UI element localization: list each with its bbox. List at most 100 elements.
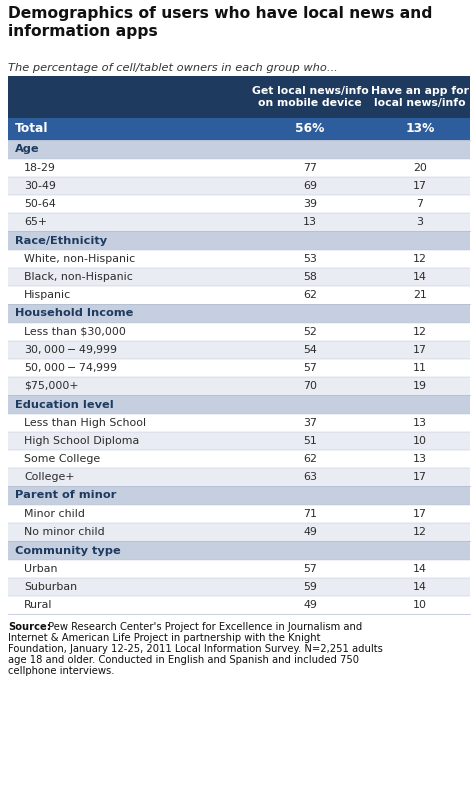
Bar <box>8 414 470 432</box>
Text: 11: 11 <box>413 363 427 373</box>
Text: 52: 52 <box>303 327 317 337</box>
Text: age 18 and older. Conducted in English and Spanish and included 750: age 18 and older. Conducted in English a… <box>8 655 359 665</box>
Bar <box>8 268 470 286</box>
Text: 49: 49 <box>303 527 317 537</box>
Text: 58: 58 <box>303 272 317 282</box>
Text: Urban: Urban <box>24 564 58 574</box>
Bar <box>8 395 470 414</box>
Text: Pew Research Center's Project for Excellence in Journalism and: Pew Research Center's Project for Excell… <box>45 622 362 632</box>
Text: Education level: Education level <box>15 400 114 409</box>
Text: 69: 69 <box>303 181 317 191</box>
Text: College+: College+ <box>24 472 75 482</box>
Text: Minor child: Minor child <box>24 509 85 519</box>
Text: $75,000+: $75,000+ <box>24 381 79 391</box>
Text: No minor child: No minor child <box>24 527 105 537</box>
Text: Black, non-Hispanic: Black, non-Hispanic <box>24 272 133 282</box>
Bar <box>8 505 470 523</box>
Bar <box>8 118 470 140</box>
Bar <box>8 159 470 177</box>
Bar <box>8 560 470 578</box>
Text: High School Diploma: High School Diploma <box>24 436 139 446</box>
Text: 13: 13 <box>413 418 427 428</box>
Text: 17: 17 <box>413 509 427 519</box>
Bar <box>8 341 470 359</box>
Text: Hispanic: Hispanic <box>24 290 71 300</box>
Text: 7: 7 <box>416 199 424 209</box>
Text: Get local news/info
on mobile device: Get local news/info on mobile device <box>252 86 368 108</box>
Text: 14: 14 <box>413 582 427 592</box>
Bar <box>8 213 470 231</box>
Bar <box>8 76 470 118</box>
Bar <box>8 250 470 268</box>
Text: 13%: 13% <box>405 122 435 135</box>
Text: 77: 77 <box>303 163 317 173</box>
Text: cellphone interviews.: cellphone interviews. <box>8 666 115 676</box>
Text: Less than High School: Less than High School <box>24 418 146 428</box>
Text: Household Income: Household Income <box>15 308 133 319</box>
Text: 62: 62 <box>303 454 317 464</box>
Text: 57: 57 <box>303 564 317 574</box>
Text: $30,000-$49,999: $30,000-$49,999 <box>24 343 118 356</box>
Bar <box>8 541 470 560</box>
Bar <box>8 177 470 195</box>
Text: 65+: 65+ <box>24 217 47 227</box>
Bar <box>8 486 470 505</box>
Text: Less than $30,000: Less than $30,000 <box>24 327 126 337</box>
Text: 20: 20 <box>413 163 427 173</box>
Text: Have an app for
local news/info: Have an app for local news/info <box>371 86 469 108</box>
Text: 14: 14 <box>413 564 427 574</box>
Text: The percentage of cell/tablet owners in each group who...: The percentage of cell/tablet owners in … <box>8 63 338 73</box>
Text: 13: 13 <box>413 454 427 464</box>
Text: 21: 21 <box>413 290 427 300</box>
Bar <box>8 359 470 377</box>
Text: Parent of minor: Parent of minor <box>15 491 116 501</box>
Bar <box>8 231 470 250</box>
Bar <box>8 596 470 614</box>
Text: Age: Age <box>15 145 40 154</box>
Text: Some College: Some College <box>24 454 100 464</box>
Text: 3: 3 <box>416 217 424 227</box>
Text: 70: 70 <box>303 381 317 391</box>
Text: 37: 37 <box>303 418 317 428</box>
Text: $50,000-$74,999: $50,000-$74,999 <box>24 362 118 374</box>
Text: 18-29: 18-29 <box>24 163 56 173</box>
Text: Community type: Community type <box>15 545 121 556</box>
Text: 49: 49 <box>303 600 317 610</box>
Text: Rural: Rural <box>24 600 52 610</box>
Text: 59: 59 <box>303 582 317 592</box>
Bar <box>8 468 470 486</box>
Bar <box>8 432 470 450</box>
Text: 63: 63 <box>303 472 317 482</box>
Text: 12: 12 <box>413 327 427 337</box>
Text: Foundation, January 12-25, 2011 Local Information Survey. N=2,251 adults: Foundation, January 12-25, 2011 Local In… <box>8 644 383 654</box>
Bar <box>8 195 470 213</box>
Text: Suburban: Suburban <box>24 582 77 592</box>
Bar <box>8 523 470 541</box>
Text: 17: 17 <box>413 345 427 355</box>
Bar <box>8 304 470 323</box>
Bar <box>8 286 470 304</box>
Text: 50-64: 50-64 <box>24 199 56 209</box>
Text: 71: 71 <box>303 509 317 519</box>
Bar <box>8 377 470 395</box>
Text: 13: 13 <box>303 217 317 227</box>
Text: Internet & American Life Project in partnership with the Knight: Internet & American Life Project in part… <box>8 633 320 643</box>
Text: 57: 57 <box>303 363 317 373</box>
Bar <box>8 323 470 341</box>
Text: 39: 39 <box>303 199 317 209</box>
Text: Demographics of users who have local news and
information apps: Demographics of users who have local new… <box>8 6 432 39</box>
Text: 54: 54 <box>303 345 317 355</box>
Text: White, non-Hispanic: White, non-Hispanic <box>24 254 135 264</box>
Text: 14: 14 <box>413 272 427 282</box>
Text: 17: 17 <box>413 472 427 482</box>
Text: 19: 19 <box>413 381 427 391</box>
Text: 53: 53 <box>303 254 317 264</box>
Bar <box>8 450 470 468</box>
Text: 30-49: 30-49 <box>24 181 56 191</box>
Text: Source:: Source: <box>8 622 51 632</box>
Text: 12: 12 <box>413 254 427 264</box>
Text: Race/Ethnicity: Race/Ethnicity <box>15 235 107 246</box>
Bar <box>8 140 470 159</box>
Text: 56%: 56% <box>295 122 325 135</box>
Text: 17: 17 <box>413 181 427 191</box>
